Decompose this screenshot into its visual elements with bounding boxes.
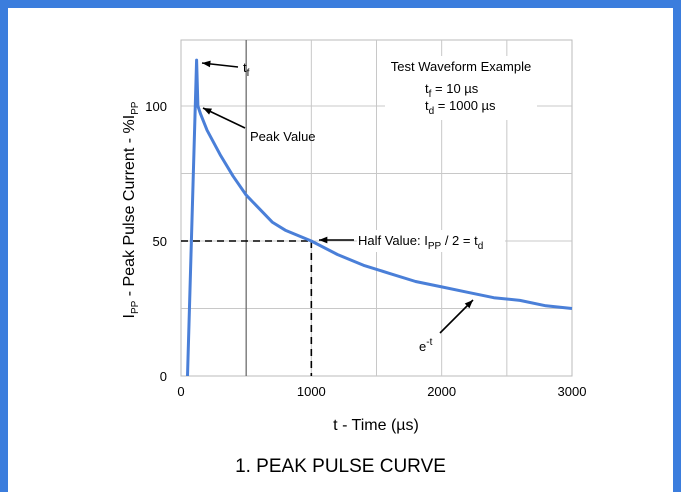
example-box-title: Test Waveform Example: [391, 59, 531, 74]
x-tick-label: 0: [177, 384, 184, 399]
x-axis-label: t - Time (µs): [333, 417, 419, 434]
y-tick-label: 0: [160, 369, 167, 384]
reference-lines: [181, 40, 313, 376]
half-value-label: Half Value: IPP / 2 = td: [358, 233, 483, 252]
peak-pulse-chart: 0 1000 2000 3000 0 50 100 tf Peak Value Half Val…: [121, 39, 586, 434]
half-label-bg: [357, 230, 505, 252]
tick-labels: 0 1000 2000 3000 0 50 100: [145, 99, 586, 399]
series-curve: [186, 58, 573, 377]
example-box-bg: [385, 56, 537, 120]
y-tick-label: 50: [153, 234, 167, 249]
x-tick-label: 1000: [297, 384, 326, 399]
x-tick-label: 3000: [558, 384, 587, 399]
axis-labels: t - Time (µs) IPP - Peak Pulse Current - …: [121, 101, 419, 434]
exp-label: e-t: [419, 337, 433, 354]
exp-arrow: [439, 299, 474, 334]
tf-label: tf: [243, 60, 250, 79]
example-box-tf: tf = 10 µs: [425, 81, 479, 100]
tf-arrow: [201, 60, 239, 68]
peak-arrow: [202, 107, 246, 129]
annotations: tf Peak Value Half Value: IPP / 2 = td e-t T…: [201, 56, 537, 354]
peak-label: Peak Value: [250, 129, 316, 144]
y-tick-label: 100: [145, 99, 167, 114]
half-arrow: [319, 236, 354, 244]
y-axis-label: IPP - Peak Pulse Current - %IPP: [121, 101, 141, 318]
x-tick-label: 2000: [427, 384, 456, 399]
figure-caption: 1. PEAK PULSE CURVE: [235, 456, 446, 477]
pulse-curve-line: [186, 58, 573, 377]
example-box-td: td = 1000 µs: [425, 98, 496, 117]
